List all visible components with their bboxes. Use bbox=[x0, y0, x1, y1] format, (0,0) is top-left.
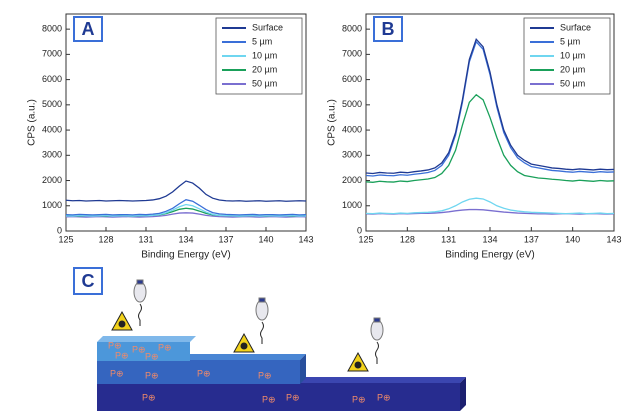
y-tick-label: 8000 bbox=[342, 24, 362, 34]
y-tick-label: 3000 bbox=[42, 150, 62, 160]
x-tick-label: 131 bbox=[441, 234, 456, 244]
legend-label: 20 µm bbox=[560, 64, 585, 74]
x-tick-label: 125 bbox=[358, 234, 373, 244]
legend-label: Surface bbox=[252, 22, 283, 32]
ion: P⊕ bbox=[145, 351, 159, 361]
series-line bbox=[65, 199, 307, 216]
ion: P⊕ bbox=[108, 340, 122, 350]
series-line bbox=[365, 37, 615, 175]
legend-label: 10 µm bbox=[252, 50, 277, 60]
x-tick-label: 137 bbox=[524, 234, 539, 244]
x-tick-label: 143 bbox=[298, 234, 313, 244]
y-tick-label: 1000 bbox=[42, 200, 62, 210]
slab-side bbox=[460, 377, 466, 411]
y-tick-label: 1000 bbox=[342, 200, 362, 210]
y-tick-label: 5000 bbox=[42, 99, 62, 109]
legend-label: 5 µm bbox=[560, 36, 580, 46]
diagram: C P⊕ P⊕ P⊕ P⊕ P⊕ bbox=[73, 267, 466, 411]
series-line bbox=[365, 197, 615, 215]
y-axis-label: CPS (a.u.) bbox=[327, 99, 338, 146]
ion: P⊕ bbox=[377, 392, 391, 402]
y-tick-label: 2000 bbox=[342, 175, 362, 185]
x-tick-label: 143 bbox=[606, 234, 621, 244]
legend-label: 10 µm bbox=[560, 50, 585, 60]
series-line bbox=[65, 203, 307, 217]
x-axis-label: Binding Energy (eV) bbox=[141, 250, 231, 261]
y-tick-label: 4000 bbox=[342, 124, 362, 134]
ion: P⊕ bbox=[145, 370, 159, 380]
ion: P⊕ bbox=[258, 370, 272, 380]
series-line bbox=[365, 93, 615, 183]
ion: P⊕ bbox=[286, 392, 300, 402]
panel-label: C bbox=[82, 271, 95, 291]
ion: P⊕ bbox=[132, 344, 146, 354]
ion: P⊕ bbox=[142, 392, 156, 402]
ion: P⊕ bbox=[262, 394, 276, 404]
panel-box bbox=[73, 16, 103, 42]
legend-label: 50 µm bbox=[252, 78, 277, 88]
x-tick-label: 140 bbox=[258, 234, 273, 244]
y-tick-label: 4000 bbox=[42, 124, 62, 134]
y-tick-label: 6000 bbox=[42, 74, 62, 84]
series-line bbox=[65, 212, 307, 218]
panel-box bbox=[73, 267, 103, 295]
y-tick-label: 2000 bbox=[42, 175, 62, 185]
x-tick-label: 131 bbox=[138, 234, 153, 244]
probe bbox=[133, 279, 384, 364]
legend-label: 5 µm bbox=[252, 36, 272, 46]
legend-label: 20 µm bbox=[252, 64, 277, 74]
y-tick-label: 8000 bbox=[42, 24, 62, 34]
ions: P⊕ P⊕ P⊕ P⊕ P⊕ P⊕ P⊕ P⊕ P⊕ P⊕ P⊕ P⊕ P⊕ P… bbox=[108, 340, 391, 404]
ion: P⊕ bbox=[158, 342, 172, 352]
x-tick-label: 128 bbox=[98, 234, 113, 244]
panel-box bbox=[373, 16, 403, 42]
ion: P⊕ bbox=[352, 394, 366, 404]
legend-label: 50 µm bbox=[560, 78, 585, 88]
ion: P⊕ bbox=[110, 368, 124, 378]
panel-label: A bbox=[82, 19, 95, 39]
x-tick-label: 137 bbox=[218, 234, 233, 244]
x-tick-label: 134 bbox=[482, 234, 497, 244]
ion: P⊕ bbox=[115, 350, 129, 360]
hazard-sign bbox=[111, 310, 369, 372]
series-line bbox=[65, 180, 307, 202]
y-tick-label: 5000 bbox=[342, 99, 362, 109]
y-tick-label: 7000 bbox=[342, 49, 362, 59]
x-tick-label: 140 bbox=[565, 234, 580, 244]
slab-side bbox=[300, 354, 306, 384]
x-tick-label: 134 bbox=[178, 234, 193, 244]
panel-label: B bbox=[382, 19, 395, 39]
x-axis-label: Binding Energy (eV) bbox=[445, 250, 535, 261]
legend-label: Surface bbox=[560, 22, 591, 32]
slab bbox=[97, 383, 460, 411]
slab bbox=[97, 342, 190, 361]
y-tick-label: 3000 bbox=[342, 150, 362, 160]
y-axis-label: CPS (a.u.) bbox=[27, 99, 38, 146]
slab-top bbox=[97, 336, 196, 342]
slab bbox=[97, 360, 300, 384]
y-tick-label: 0 bbox=[57, 225, 62, 235]
x-tick-label: 128 bbox=[400, 234, 415, 244]
ion: P⊕ bbox=[197, 368, 211, 378]
x-tick-label: 125 bbox=[58, 234, 73, 244]
y-tick-label: 6000 bbox=[342, 74, 362, 84]
y-tick-label: 0 bbox=[357, 225, 362, 235]
y-tick-label: 7000 bbox=[42, 49, 62, 59]
